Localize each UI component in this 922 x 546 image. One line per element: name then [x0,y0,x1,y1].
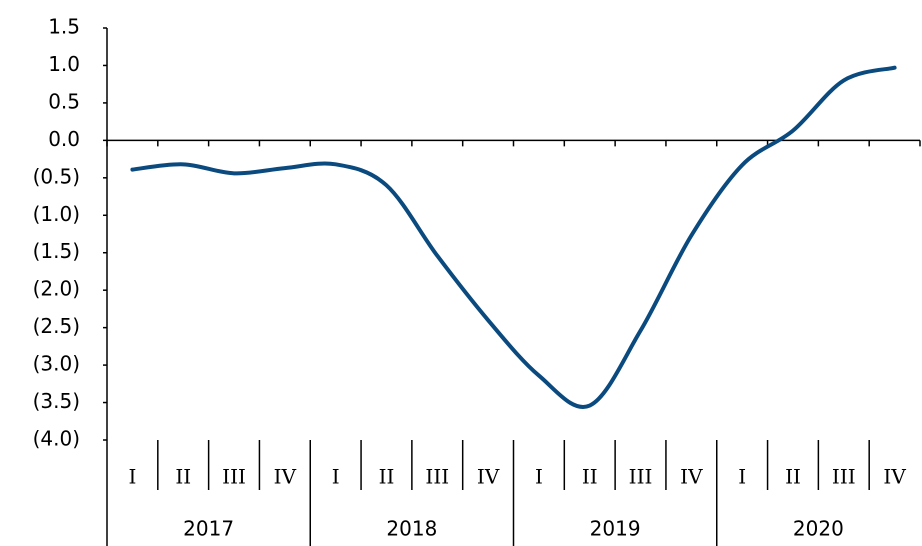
x-tick-label: I [535,465,543,489]
y-tick-label: 0.0 [48,127,80,151]
y-tick-label: 1.0 [48,52,80,76]
x-tick-label: III [629,465,653,489]
y-tick-label: 1.5 [48,15,80,39]
x-tick-label: IV [274,465,297,489]
year-label: 2019 [590,517,641,541]
x-tick-label: II [785,465,801,489]
x-tick-label: III [222,465,246,489]
y-tick-label: 0.5 [48,89,80,113]
x-tick-label: I [332,465,340,489]
y-tick-label: (1.5) [33,239,80,263]
x-tick-label: III [425,465,449,489]
y-tick-label: (3.0) [33,352,80,376]
y-tick-label: (3.5) [33,389,80,413]
x-tick-label: I [738,465,746,489]
y-tick-label: (2.5) [33,314,80,338]
y-tick-label: (0.5) [33,164,80,188]
x-tick-label: II [379,465,395,489]
x-tick-label: IV [477,465,500,489]
x-tick-label: II [175,465,191,489]
x-tick-label: II [582,465,598,489]
x-tick-label: IV [883,465,906,489]
x-tick-label: I [128,465,136,489]
year-label: 2017 [183,517,234,541]
y-tick-label: (4.0) [33,427,80,451]
x-tick-label: III [832,465,856,489]
year-label: 2018 [386,517,437,541]
x-tick-label: IV [680,465,703,489]
y-tick-label: (2.0) [33,277,80,301]
year-label: 2020 [793,517,844,541]
line [130,65,897,409]
y-tick-label: (1.0) [33,202,80,226]
